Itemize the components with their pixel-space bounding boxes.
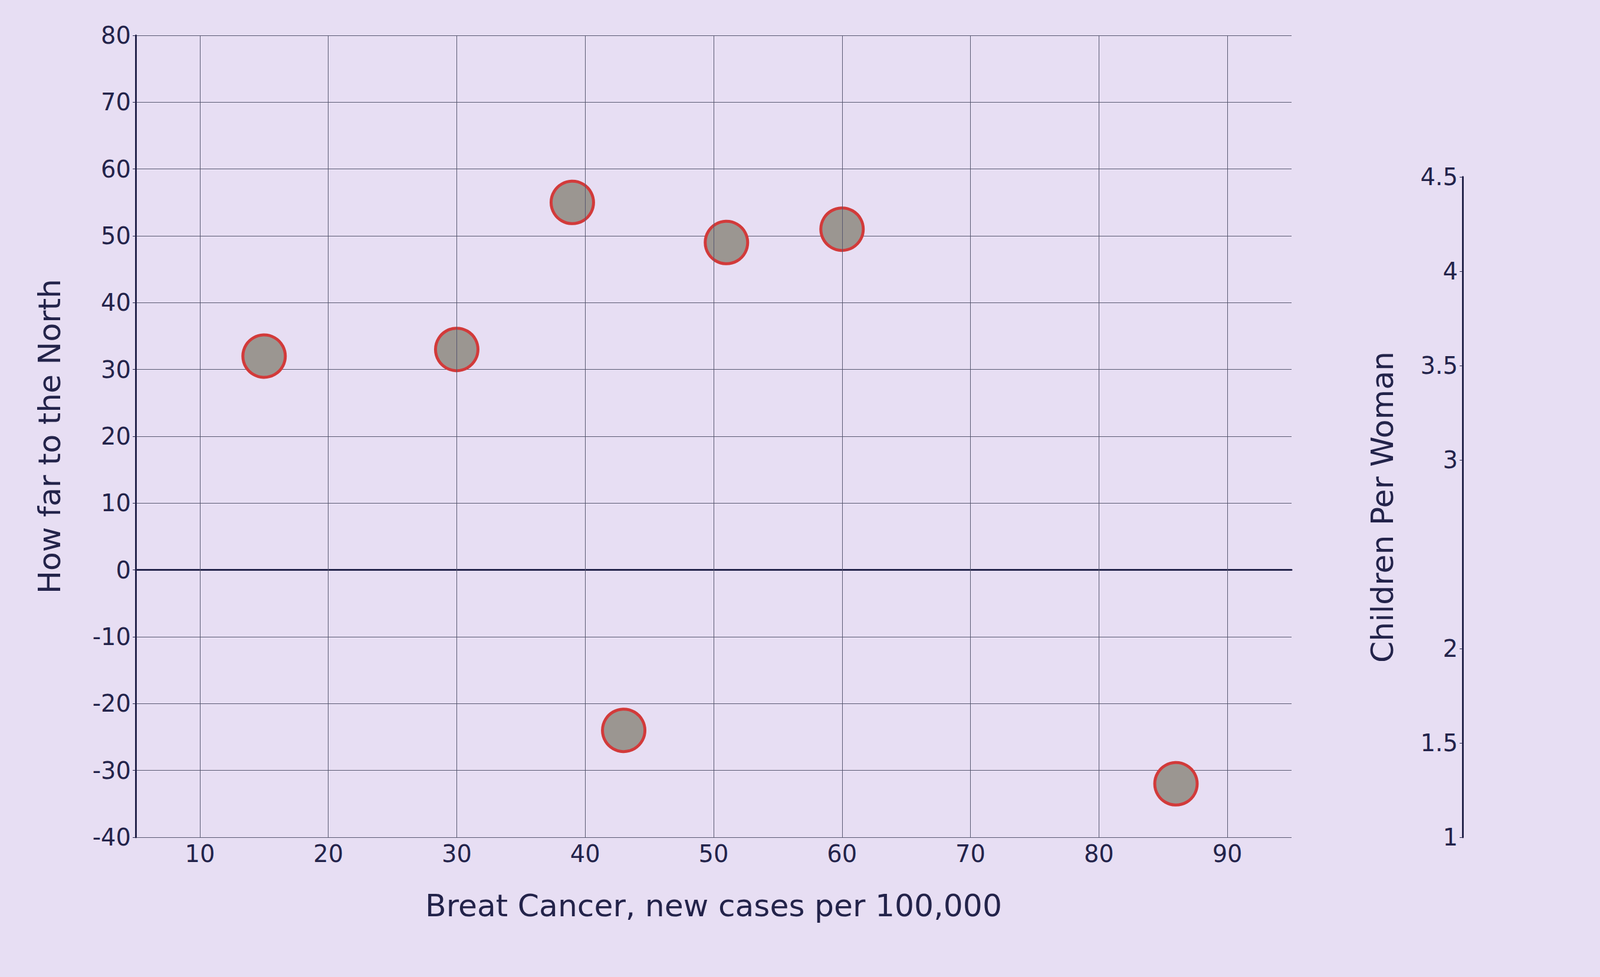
svg-text:60: 60 bbox=[826, 840, 857, 868]
svg-text:70: 70 bbox=[955, 840, 986, 868]
svg-text:-30: -30 bbox=[92, 757, 131, 785]
svg-text:0: 0 bbox=[116, 556, 131, 584]
svg-text:40: 40 bbox=[570, 840, 601, 868]
svg-text:1: 1 bbox=[1443, 823, 1458, 852]
svg-text:30: 30 bbox=[100, 356, 131, 384]
svg-text:40: 40 bbox=[100, 288, 131, 317]
svg-text:Breat Cancer, new cases per 10: Breat Cancer, new cases per 100,000 bbox=[425, 888, 1002, 924]
svg-text:20: 20 bbox=[313, 840, 344, 868]
svg-text:50: 50 bbox=[100, 222, 131, 250]
svg-text:10: 10 bbox=[100, 489, 131, 517]
svg-text:-10: -10 bbox=[92, 623, 131, 651]
svg-text:3: 3 bbox=[1443, 446, 1458, 474]
svg-text:4.5: 4.5 bbox=[1420, 163, 1458, 191]
svg-text:30: 30 bbox=[441, 840, 472, 868]
svg-text:70: 70 bbox=[100, 88, 131, 116]
svg-text:4: 4 bbox=[1443, 257, 1458, 285]
svg-text:80: 80 bbox=[1083, 840, 1115, 868]
svg-text:How far to the North: How far to the North bbox=[31, 278, 68, 594]
svg-text:20: 20 bbox=[100, 422, 131, 450]
svg-text:-20: -20 bbox=[92, 690, 131, 718]
svg-text:2: 2 bbox=[1443, 635, 1458, 663]
svg-text:50: 50 bbox=[698, 840, 729, 868]
svg-text:10: 10 bbox=[184, 840, 215, 868]
svg-text:60: 60 bbox=[100, 155, 131, 183]
svg-text:-40: -40 bbox=[92, 823, 131, 852]
svg-text:90: 90 bbox=[1212, 840, 1243, 868]
svg-text:80: 80 bbox=[100, 21, 131, 49]
svg-text:3.5: 3.5 bbox=[1420, 352, 1458, 380]
svg-text:1.5: 1.5 bbox=[1420, 729, 1458, 757]
svg-text:Children Per Woman: Children Per Woman bbox=[1364, 351, 1401, 663]
